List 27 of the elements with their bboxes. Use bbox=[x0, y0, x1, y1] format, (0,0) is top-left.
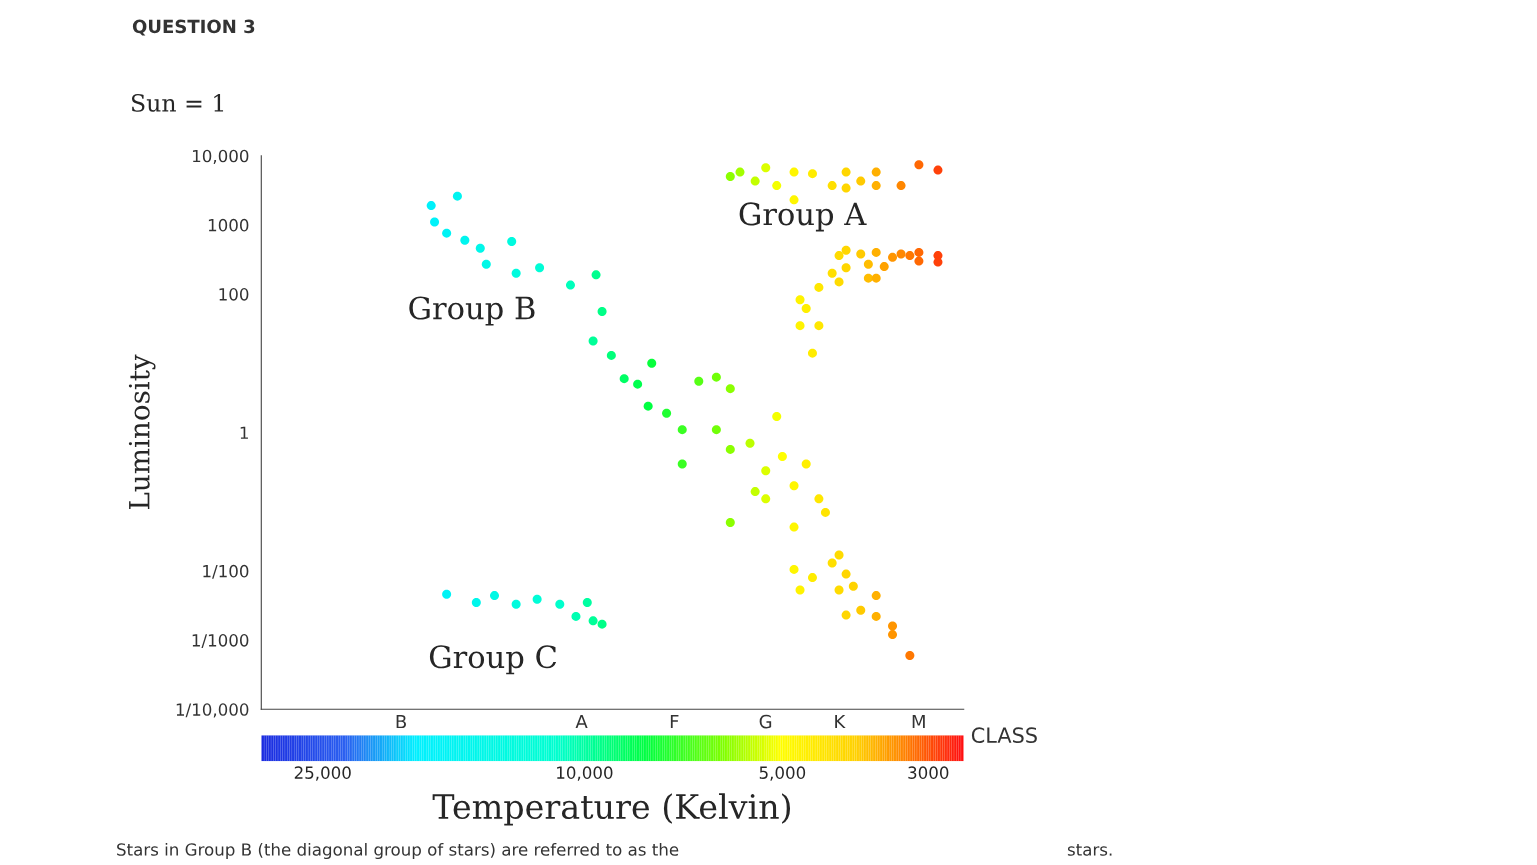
y-axis-title: Luminosity bbox=[128, 354, 156, 510]
y-tick-label: 100 bbox=[219, 288, 249, 301]
text: A bbox=[575, 714, 588, 729]
y-tick-label: 1000 bbox=[208, 218, 249, 232]
annotation: Group A bbox=[739, 202, 867, 232]
chart-title: QUESTION 3 bbox=[132, 19, 255, 36]
text: M bbox=[912, 714, 925, 729]
x-tick-label: 5,000 bbox=[759, 766, 806, 781]
x-tick-label: 3000 bbox=[908, 766, 949, 779]
annotation: Group B bbox=[409, 296, 535, 326]
y-tick-label: 1/1000 bbox=[192, 634, 249, 648]
annotation: Group C bbox=[429, 645, 557, 675]
y-tick-label: 1 bbox=[240, 426, 248, 439]
y-tick-label: 10,000 bbox=[193, 149, 249, 164]
y-tick-label: 1/10,000 bbox=[176, 703, 249, 718]
y-tick-label: 1/100 bbox=[203, 564, 249, 579]
x-tick-label: 10,000 bbox=[557, 766, 613, 781]
text: Stars in Group B (the diagonal group of stars) are referred to as the bbox=[117, 842, 679, 860]
x-axis-title: Temperature (Kelvin) bbox=[432, 793, 791, 826]
text: B bbox=[396, 714, 406, 729]
text: stars. bbox=[1067, 843, 1112, 856]
text: F bbox=[670, 714, 679, 729]
text: CLASS bbox=[971, 727, 1037, 744]
text: G bbox=[759, 714, 772, 729]
x-tick-label: 25,000 bbox=[294, 766, 351, 781]
chart-subtitle: Sun = 1 bbox=[131, 93, 224, 112]
text: K bbox=[835, 714, 846, 729]
